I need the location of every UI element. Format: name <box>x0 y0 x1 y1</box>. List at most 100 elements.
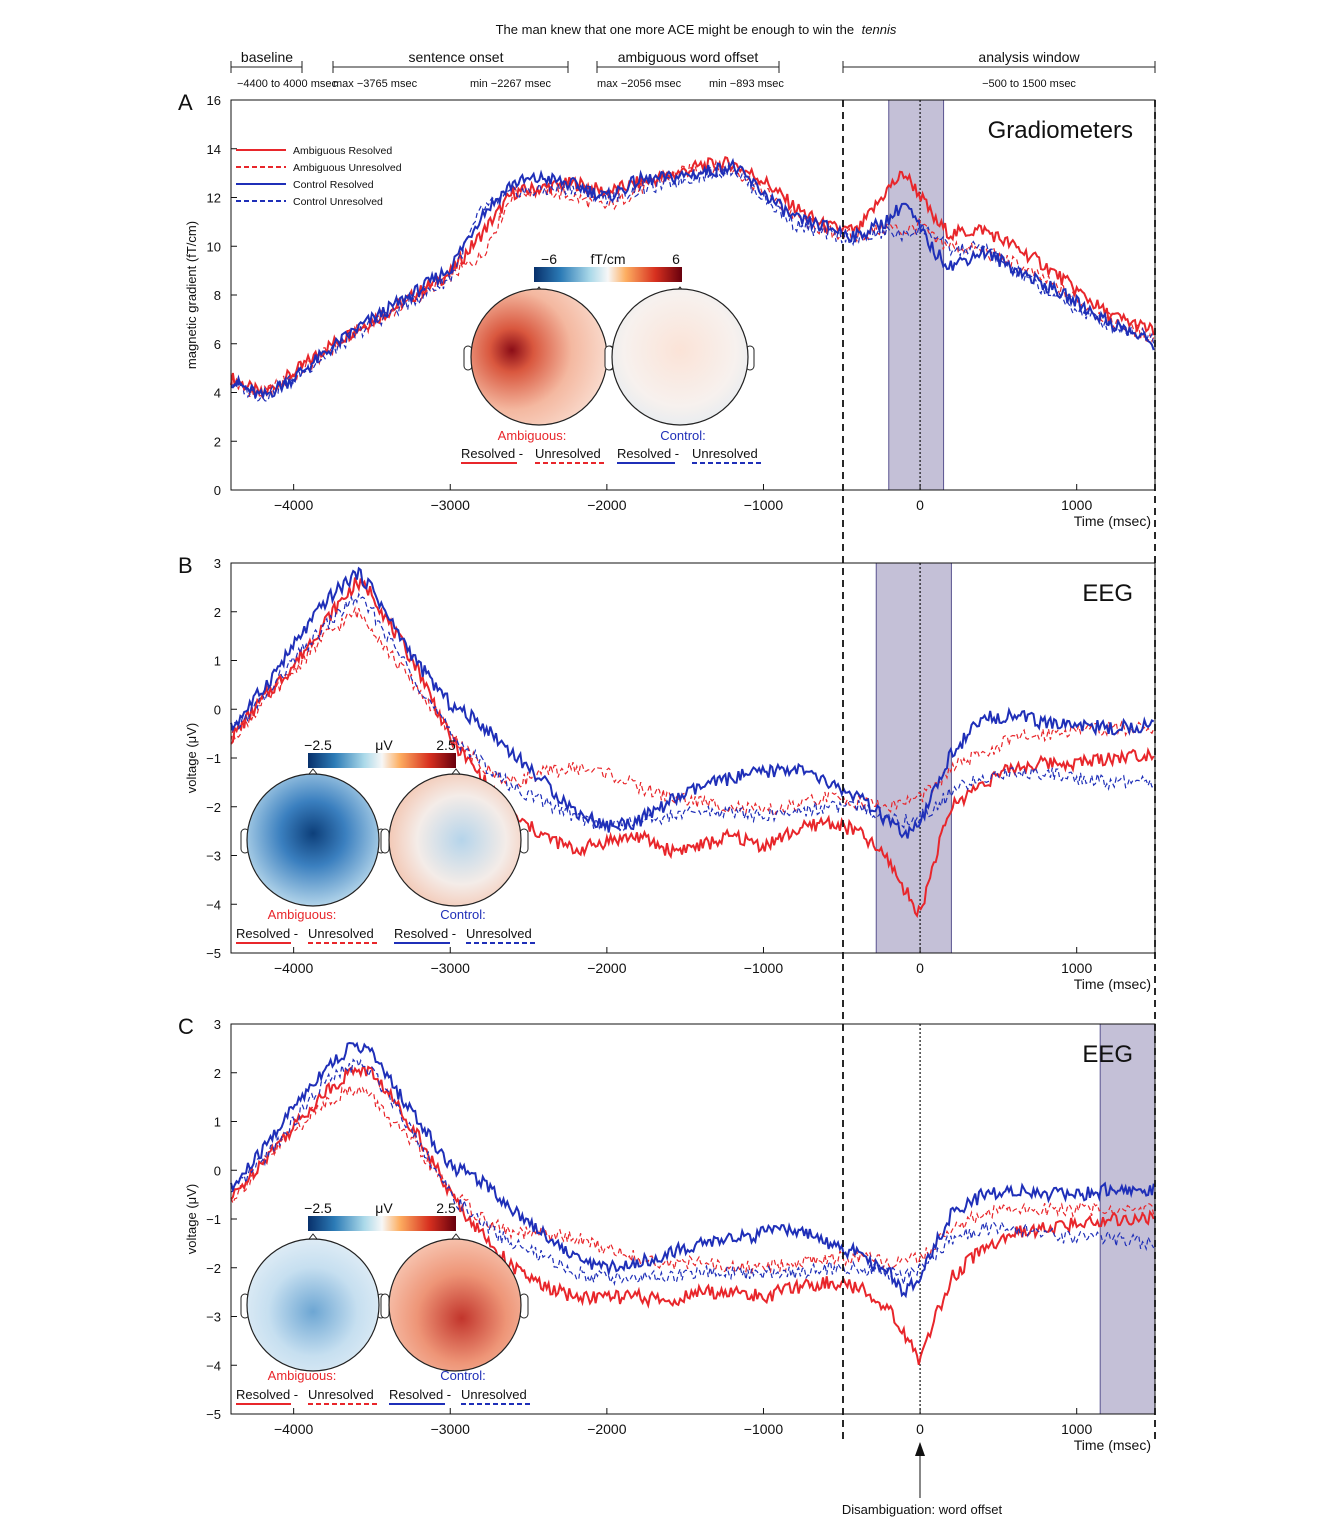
x-tick-label: −3000 <box>431 1421 471 1437</box>
x-tick-label: −4000 <box>274 1421 314 1437</box>
topo-b-head-ambiguous <box>240 768 386 907</box>
disambiguation-label: Disambiguation: word offset <box>842 1502 1003 1517</box>
timeline-ambiguous-offset-max: max −2056 msec <box>597 78 682 90</box>
y-tick-label: −2 <box>206 800 221 815</box>
legend-label-ambiguous-resolved: Ambiguous Resolved <box>293 145 392 157</box>
x-axis-label: Time (msec) <box>1074 976 1151 992</box>
x-tick-label: −2000 <box>587 960 627 976</box>
topo-b-label-control: Control: <box>440 907 486 922</box>
topo-c-scale-unit: μV <box>375 1200 393 1216</box>
panel-letter: C <box>178 1014 194 1039</box>
series-line-control-unresolved <box>230 162 1155 403</box>
x-tick-label: −2000 <box>587 1421 627 1437</box>
x-tick-label: −2000 <box>587 497 627 513</box>
y-tick-label: −4 <box>206 1358 221 1373</box>
timeline-sentence-onset-max: max −3765 msec <box>333 78 418 90</box>
panel-c: −4000 −3000 −2000 −1000 0 1000 −5 −4 −3 −2 −1 0 1 2 3 T… <box>178 1014 1156 1453</box>
topo-b-scale-min: −2.5 <box>304 737 332 753</box>
shaded-window <box>875 562 952 954</box>
topo-b-contrast-1: Resolved - <box>236 926 298 941</box>
x-tick-label: 0 <box>916 960 924 976</box>
timeline-baseline-range: −4400 to 4000 msec <box>237 78 337 90</box>
y-axis-label: voltage (μV) <box>184 723 199 793</box>
topo-c-head-control <box>380 1233 529 1372</box>
y-tick-label: 0 <box>214 702 221 717</box>
series-line-control-resolved <box>230 157 1155 399</box>
x-tick-label: −1000 <box>744 497 784 513</box>
timeline-ambiguous-offset-label: ambiguous word offset <box>618 49 759 65</box>
y-tick-label: 0 <box>214 1163 221 1178</box>
topo-a-colorbar <box>534 267 682 282</box>
panel-letter: A <box>178 90 193 115</box>
y-tick-label: 10 <box>207 239 221 254</box>
x-tick-label: −3000 <box>431 497 471 513</box>
topo-b-scale-max: 2.5 <box>436 737 456 753</box>
topo-a-contrast-4: Unresolved <box>692 446 758 461</box>
y-tick-label: −4 <box>206 897 221 912</box>
topo-c-contrast-1: Resolved - <box>236 1387 298 1402</box>
x-tick-label: −4000 <box>274 497 314 513</box>
topo-a-label-ambiguous: Ambiguous: <box>498 428 567 443</box>
x-tick-label: 1000 <box>1061 497 1092 513</box>
panel-title: EEG <box>1082 1041 1133 1068</box>
y-tick-label: 12 <box>207 191 221 206</box>
x-tick-label: −4000 <box>274 960 314 976</box>
disambiguation-arrow-head <box>915 1442 925 1456</box>
topo-a-scale-unit: fT/cm <box>591 251 626 267</box>
series-line-ambiguous-resolved <box>230 577 1155 919</box>
x-tick-label: 0 <box>916 1421 924 1437</box>
y-tick-label: 3 <box>214 1017 221 1032</box>
y-tick-label: 8 <box>214 288 221 303</box>
y-tick-label: 2 <box>214 1066 221 1081</box>
y-tick-label: 1 <box>214 1115 221 1130</box>
shaded-window <box>888 99 945 491</box>
sentence-text: The man knew that one more ACE might be … <box>496 22 897 37</box>
topo-b-contrast-3: Resolved - <box>394 926 456 941</box>
series-line-control-resolved <box>230 566 1155 839</box>
topo-b-contrast-4: Unresolved <box>466 926 532 941</box>
timeline-analysis-window-range: −500 to 1500 msec <box>982 78 1076 90</box>
series-line-control-unresolved <box>230 592 1154 832</box>
x-axis-label: Time (msec) <box>1074 513 1151 529</box>
panel-letter: B <box>178 553 193 578</box>
topo-b-contrast-2: Unresolved <box>308 926 374 941</box>
topo-b-colorbar <box>308 753 456 768</box>
y-tick-label: 3 <box>214 556 221 571</box>
series-line-control-resolved <box>230 1041 1155 1299</box>
timeline-sentence-onset-label: sentence onset <box>409 49 504 65</box>
y-tick-label: −5 <box>206 1407 221 1422</box>
topo-c-contrast-3: Resolved - <box>389 1387 451 1402</box>
y-tick-label: 4 <box>214 386 221 401</box>
x-tick-label: 1000 <box>1061 960 1092 976</box>
x-tick-label: −3000 <box>431 960 471 976</box>
timeline <box>230 61 1156 73</box>
topo-c-colorbar <box>308 1216 456 1231</box>
timeline-analysis-window-label: analysis window <box>978 49 1080 65</box>
panel-title: EEG <box>1082 580 1133 607</box>
topo-c-scale-min: −2.5 <box>304 1200 332 1216</box>
topo-a-head-ambiguous <box>463 286 615 426</box>
y-tick-label: −1 <box>206 751 221 766</box>
legend-panel-a: Ambiguous Resolved Ambiguous Unresolved … <box>236 145 402 208</box>
topo-a-contrast-2: Unresolved <box>535 446 601 461</box>
y-tick-label: 16 <box>207 93 221 108</box>
y-tick-label: −1 <box>206 1212 221 1227</box>
panel-b: −4000 −3000 −2000 −1000 0 1000 −5 −4 −3 −2 −1 0 1 2 3 T… <box>178 553 1156 992</box>
topo-c-scale-max: 2.5 <box>436 1200 456 1216</box>
x-tick-label: −1000 <box>744 960 784 976</box>
x-tick-label: 0 <box>916 497 924 513</box>
series-line-ambiguous-unresolved <box>230 1084 1155 1275</box>
topo-a-scale-min: −6 <box>541 251 557 267</box>
y-tick-label: 1 <box>214 654 221 669</box>
topo-a-scale-max: 6 <box>672 251 680 267</box>
legend-label-control-resolved: Control Resolved <box>293 179 374 191</box>
topo-b-scale-unit: μV <box>375 737 393 753</box>
panel-title: Gradiometers <box>988 117 1133 144</box>
y-tick-label: 6 <box>214 337 221 352</box>
y-axis-label: magnetic gradient (fT/cm) <box>184 221 199 369</box>
topo-a-label-control: Control: <box>660 428 706 443</box>
x-tick-label: 1000 <box>1061 1421 1092 1437</box>
timeline-ambiguous-offset-min: min −893 msec <box>709 78 784 90</box>
topo-c-label-control: Control: <box>440 1368 486 1383</box>
